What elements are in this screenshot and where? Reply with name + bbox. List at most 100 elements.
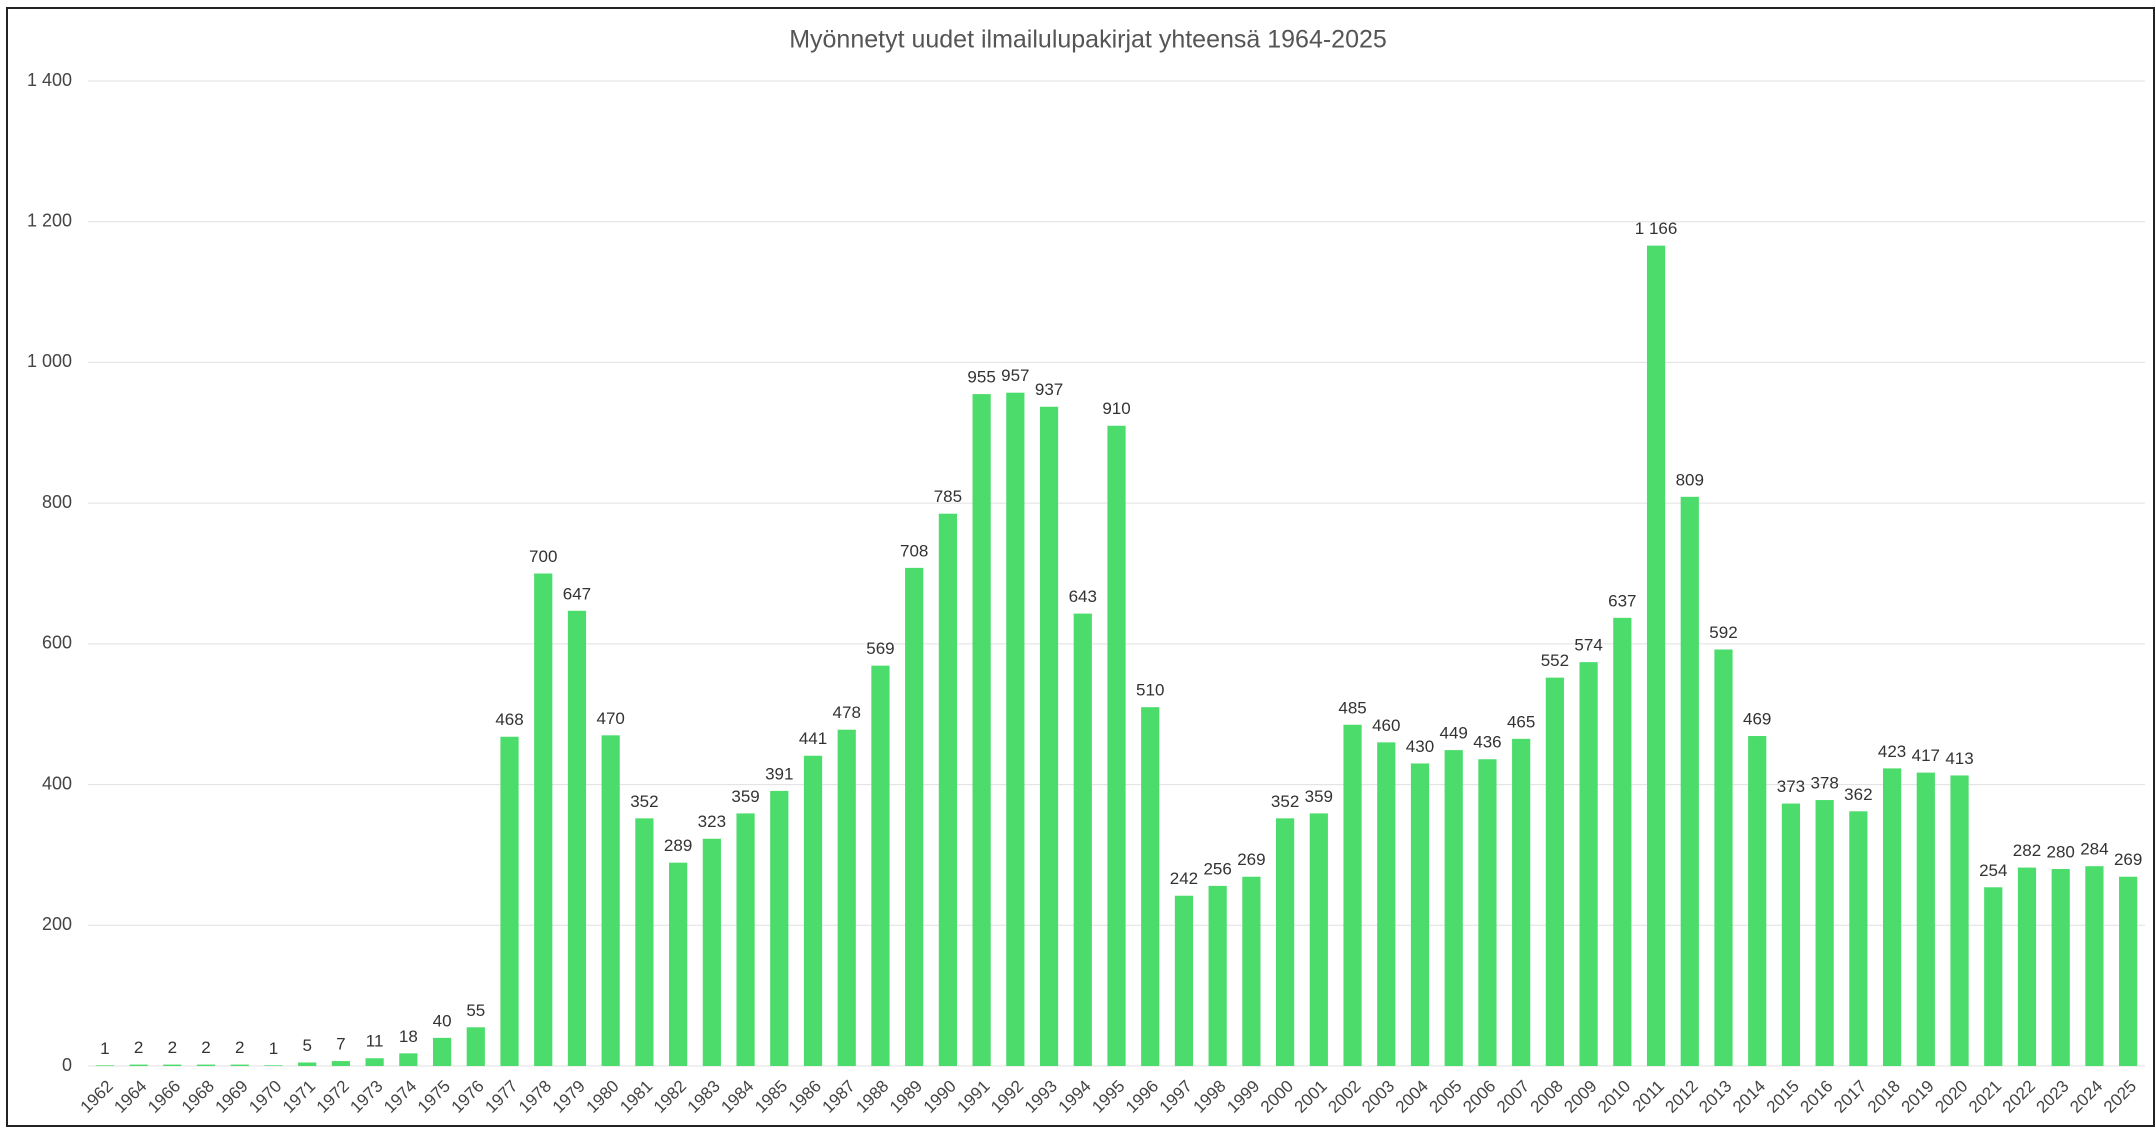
bar xyxy=(1849,811,1868,1066)
bar xyxy=(1073,613,1092,1066)
bar xyxy=(1512,738,1531,1066)
bar xyxy=(432,1037,452,1066)
bar xyxy=(500,736,519,1066)
bar xyxy=(1309,813,1328,1066)
chart-title: Myönnetyt uudet ilmailulupakirjat yhteen… xyxy=(789,26,1387,54)
data-label: 700 xyxy=(529,547,557,566)
data-label: 574 xyxy=(1574,636,1602,655)
data-label: 957 xyxy=(1001,366,1029,385)
data-label: 242 xyxy=(1170,869,1198,888)
bar xyxy=(1950,775,1969,1066)
y-tick-label: 1 200 xyxy=(27,210,72,230)
bar xyxy=(702,838,721,1066)
bar xyxy=(163,1064,182,1066)
bar xyxy=(1646,245,1666,1066)
bar xyxy=(1107,425,1126,1066)
bar xyxy=(1377,742,1396,1066)
bar xyxy=(736,813,755,1066)
bar xyxy=(1006,392,1025,1066)
bar xyxy=(770,790,789,1066)
bar xyxy=(1208,885,1227,1066)
bar xyxy=(1276,818,1295,1066)
bar xyxy=(1714,649,1733,1066)
data-label: 55 xyxy=(466,1001,485,1020)
bar xyxy=(1478,759,1497,1066)
bar xyxy=(1174,895,1194,1066)
data-label: 289 xyxy=(664,836,692,855)
data-label: 809 xyxy=(1676,470,1704,489)
y-tick-label: 1 400 xyxy=(27,70,72,90)
bar xyxy=(1882,768,1902,1066)
bar xyxy=(1039,406,1059,1067)
bar xyxy=(1613,617,1632,1066)
bar xyxy=(1984,887,2003,1066)
data-label: 2 xyxy=(168,1038,177,1057)
bar xyxy=(669,862,688,1066)
data-label: 2 xyxy=(134,1038,143,1057)
y-tick-label: 1 000 xyxy=(27,351,72,371)
data-label: 254 xyxy=(1979,861,2007,880)
bar xyxy=(1680,496,1699,1067)
bar xyxy=(2051,869,2070,1066)
data-label: 40 xyxy=(433,1011,452,1030)
bar xyxy=(1781,803,1801,1066)
data-label: 478 xyxy=(833,703,861,722)
bar xyxy=(331,1061,351,1066)
data-label: 510 xyxy=(1136,681,1164,700)
bar xyxy=(534,573,553,1066)
data-label: 378 xyxy=(1810,774,1838,793)
bar xyxy=(635,818,654,1066)
bar xyxy=(2119,876,2138,1066)
data-label: 470 xyxy=(596,709,624,728)
data-label: 2 xyxy=(235,1038,244,1057)
bar xyxy=(230,1064,249,1066)
bar xyxy=(1815,800,1834,1066)
data-label: 1 166 xyxy=(1635,219,1678,238)
bar xyxy=(1748,736,1767,1066)
y-tick-label: 200 xyxy=(42,914,72,934)
data-label: 955 xyxy=(967,368,995,387)
data-label: 282 xyxy=(2013,841,2041,860)
data-label: 269 xyxy=(2114,850,2142,869)
y-tick-label: 600 xyxy=(42,633,72,653)
bar xyxy=(803,755,823,1066)
data-label: 11 xyxy=(366,1032,384,1051)
y-tick-label: 800 xyxy=(42,492,72,512)
bar xyxy=(1579,662,1598,1066)
data-label: 423 xyxy=(1878,742,1906,761)
data-label: 937 xyxy=(1035,380,1063,399)
bar xyxy=(196,1064,216,1066)
data-label: 323 xyxy=(698,812,726,831)
data-label: 637 xyxy=(1608,591,1636,610)
bar xyxy=(1916,772,1935,1066)
data-label: 359 xyxy=(1305,787,1333,806)
data-label: 647 xyxy=(563,584,591,603)
data-label: 592 xyxy=(1709,623,1737,642)
data-label: 449 xyxy=(1440,724,1468,743)
data-label: 256 xyxy=(1203,859,1231,878)
bar xyxy=(95,1065,114,1066)
data-label: 468 xyxy=(495,710,523,729)
data-label: 373 xyxy=(1777,777,1805,796)
data-label: 569 xyxy=(866,639,894,658)
bar xyxy=(1410,763,1430,1066)
data-label: 5 xyxy=(302,1036,311,1055)
bar xyxy=(264,1065,283,1066)
data-label: 269 xyxy=(1237,850,1265,869)
data-label: 359 xyxy=(731,787,759,806)
bar xyxy=(837,729,856,1066)
bar xyxy=(905,567,924,1066)
bar xyxy=(399,1053,418,1066)
data-label: 1 xyxy=(100,1039,109,1058)
bar xyxy=(1242,876,1261,1066)
data-label: 391 xyxy=(765,764,793,783)
data-label: 417 xyxy=(1912,746,1940,765)
data-label: 552 xyxy=(1541,651,1569,670)
bar xyxy=(1141,707,1160,1066)
data-label: 430 xyxy=(1406,737,1434,756)
data-label: 352 xyxy=(630,792,658,811)
data-label: 362 xyxy=(1844,785,1872,804)
bar xyxy=(1343,724,1362,1066)
bar xyxy=(129,1064,148,1066)
